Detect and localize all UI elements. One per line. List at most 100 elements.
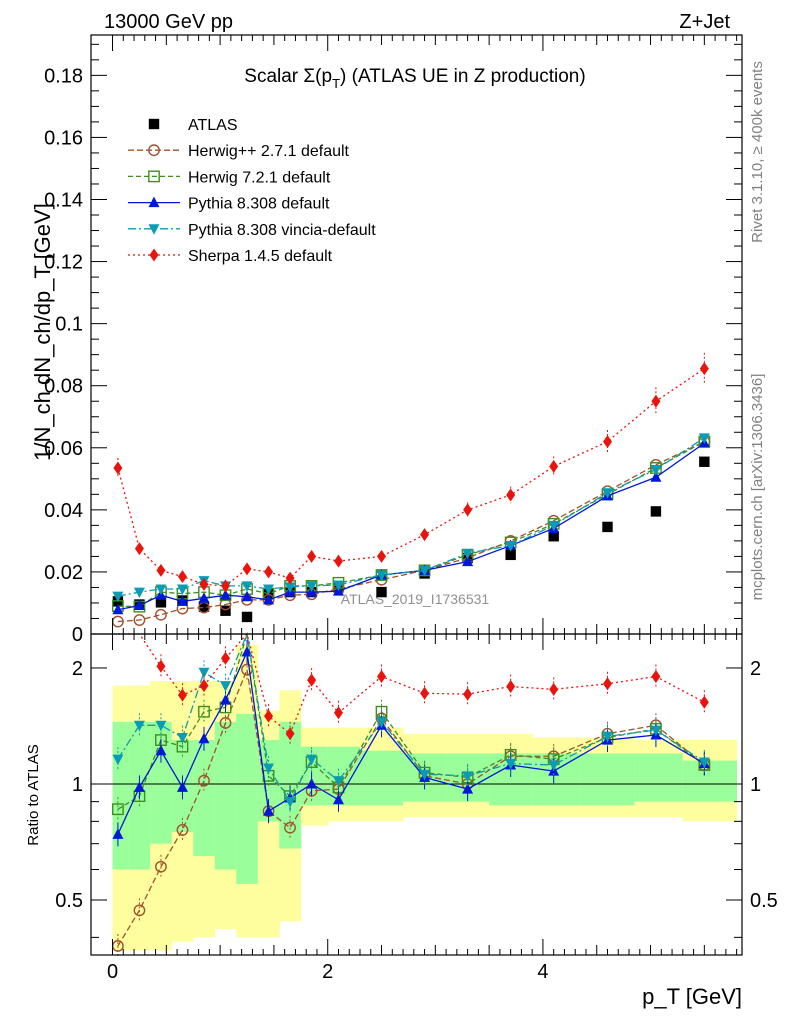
y-tick-label: 0.18: [44, 65, 83, 87]
ratio-band-inner: [112, 721, 130, 870]
data-point: [155, 608, 167, 621]
legend-entry-pythia-8-308-default: Pythia 8.308 default: [128, 196, 330, 213]
data-point: [241, 581, 253, 592]
data-point: [112, 603, 124, 615]
ratio-point: [376, 717, 388, 728]
ratio-band-inner: [580, 753, 635, 806]
y-tick-label: 0.06: [44, 438, 83, 460]
ratio-band-inner: [634, 753, 684, 802]
ratio-point: [698, 757, 710, 769]
ratio-tick-label: 0.5: [55, 890, 83, 912]
ratio-point: [332, 776, 344, 787]
data-point: [155, 584, 167, 595]
ratio-point: [176, 781, 188, 792]
data-point: [198, 601, 210, 612]
ratio-point: [306, 777, 318, 789]
data-point: [176, 584, 188, 595]
ratio-point: [198, 732, 210, 744]
y-tick-label: 0: [72, 624, 83, 646]
ratio-point: [176, 733, 188, 744]
legend: ATLAS Herwig++ 2.7.1 default Herwig 7.2.1 …: [128, 117, 376, 265]
data-point: [650, 471, 662, 482]
legend-entry-sherpa-1-4-5-default: Sherpa 1.4.5 default: [128, 248, 333, 265]
legend-marker: [148, 118, 160, 130]
data-point: [177, 570, 187, 584]
ratio-point: [198, 667, 210, 679]
legend-marker: [148, 196, 160, 208]
data-point: [112, 591, 124, 603]
data-point: [176, 595, 188, 606]
ratio-point: [219, 717, 232, 729]
data-point: [698, 433, 710, 444]
ratio-point: [112, 803, 124, 816]
ratio-point: [420, 686, 430, 700]
legend-label: Herwig++ 2.7.1 default: [188, 143, 350, 160]
data-point: [242, 562, 252, 576]
legend-marker: [148, 144, 160, 157]
legend-label: ATLAS: [188, 117, 238, 134]
ratio-tick-label-right: 2: [750, 658, 761, 680]
data-point: [198, 592, 210, 603]
ratio-point: [112, 828, 124, 839]
ratio-point: [651, 670, 661, 684]
ratio-point: [462, 783, 474, 794]
ratio-point: [264, 709, 274, 723]
ratio-tick-label: 2: [72, 658, 83, 680]
legend-label: Pythia 8.308 vincia-default: [188, 222, 376, 239]
data-point: [113, 461, 123, 475]
ratio-point: [506, 680, 516, 694]
ratio-point: [176, 824, 189, 836]
data-point: [463, 503, 473, 517]
data-point: [420, 528, 430, 542]
y-tick-label: 0.04: [44, 500, 83, 522]
data-point: [307, 549, 317, 563]
analysis-label: ATLAS_2019_I1736531: [341, 591, 490, 607]
data-point: [651, 394, 661, 408]
x-tick-label: 4: [537, 961, 548, 983]
legend-label: Sherpa 1.4.5 default: [188, 248, 333, 265]
data-point: [133, 599, 145, 610]
chart-title-sub: T: [332, 76, 340, 91]
data-point: [156, 563, 166, 577]
ratio-tick-label-right: 1: [750, 774, 761, 796]
data-point: [263, 593, 275, 605]
data-point: [220, 605, 231, 616]
energy-label: 13000 GeV pp: [104, 11, 233, 33]
data-point: [333, 554, 343, 568]
data-point: [284, 582, 296, 593]
ratio-point: [221, 651, 231, 665]
legend-label: Herwig 7.2.1 default: [188, 169, 331, 186]
ratio-point: [133, 904, 146, 917]
data-point: [220, 589, 232, 600]
data-point: [699, 362, 709, 376]
ratio-point: [602, 677, 612, 691]
data-point: [134, 542, 144, 556]
data-point: [332, 580, 344, 591]
legend-label: Pythia 8.308 default: [188, 196, 330, 213]
x-tick-label: 2: [322, 961, 333, 983]
ratio-series-pythia-8-308-vincia-default: [112, 631, 710, 814]
chart-title-main: Scalar Σ(p: [244, 66, 332, 87]
series-line: [117, 368, 705, 587]
chart-title: Scalar Σ(pT) (ATLAS UE in Z production): [244, 66, 585, 91]
ratio-band-inner: [236, 713, 259, 885]
ratio-point: [284, 797, 296, 808]
axes-frame: 0 0.02 0.04 0.06 0.08 0.1 0.12 0.14 0.16 0.18 0 2 4 0…: [44, 34, 778, 983]
ratio-frame: [90, 633, 743, 956]
ratio-band-inner: [193, 740, 216, 857]
ratio-point: [155, 860, 167, 873]
ratio-point: [263, 763, 275, 775]
series-pythia-8-308-vincia-default: [112, 433, 710, 603]
data-point: [221, 579, 231, 593]
ratio-point: [220, 694, 232, 705]
data-point: [263, 584, 275, 595]
x-axis-label: p_T [GeV]: [642, 984, 742, 1009]
data-point: [601, 488, 613, 499]
ratio-point: [333, 706, 343, 720]
ratio-point: [284, 821, 296, 834]
data-point: [241, 590, 253, 602]
ratio-point: [306, 754, 318, 766]
ratio-point: [650, 725, 662, 737]
data-point: [155, 597, 167, 608]
x-tick-label: 0: [107, 961, 118, 983]
